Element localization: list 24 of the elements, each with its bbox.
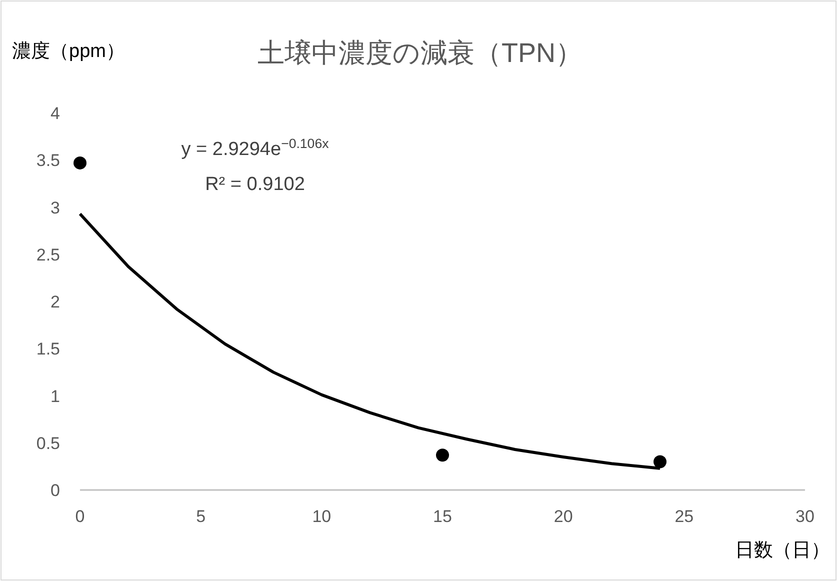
- x-tick-label: 30: [796, 507, 814, 526]
- x-tick-label: 10: [312, 507, 332, 526]
- y-tick-label: 0.5: [36, 434, 60, 453]
- y-axis-title: 濃度（ppm）: [12, 40, 125, 62]
- x-axis-title: 日数（日）: [735, 540, 830, 561]
- annotation: R² = 0.9102: [205, 174, 305, 195]
- x-tick-label: 15: [433, 507, 452, 526]
- y-tick-label: 1: [50, 386, 60, 406]
- x-tick-label: 25: [674, 507, 694, 526]
- x-tick-label: 0: [75, 507, 85, 526]
- y-tick-label: 2.5: [36, 245, 60, 264]
- y-tick-label: 3.5: [36, 151, 60, 170]
- point: [74, 156, 86, 170]
- y-tick-label: 4: [50, 104, 60, 123]
- y-tick-label: 1.5: [36, 340, 60, 359]
- point: [654, 455, 666, 468]
- x-tick-label: 20: [554, 507, 573, 526]
- point: [436, 448, 449, 462]
- x-tick-label: 5: [196, 507, 206, 526]
- y-tick-label: 0: [50, 481, 60, 500]
- y-tick-label: 3: [50, 198, 60, 218]
- annotation: y = 2.9294e$^{−0.106x}$: [181, 136, 330, 160]
- y-tick-label: 2: [50, 292, 60, 312]
- chart-title: 土壌中濃度の減衰（TPN）: [258, 38, 582, 68]
